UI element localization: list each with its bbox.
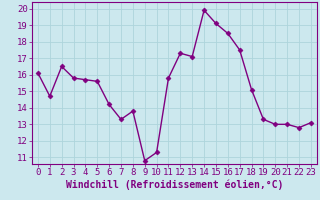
X-axis label: Windchill (Refroidissement éolien,°C): Windchill (Refroidissement éolien,°C) <box>66 180 283 190</box>
